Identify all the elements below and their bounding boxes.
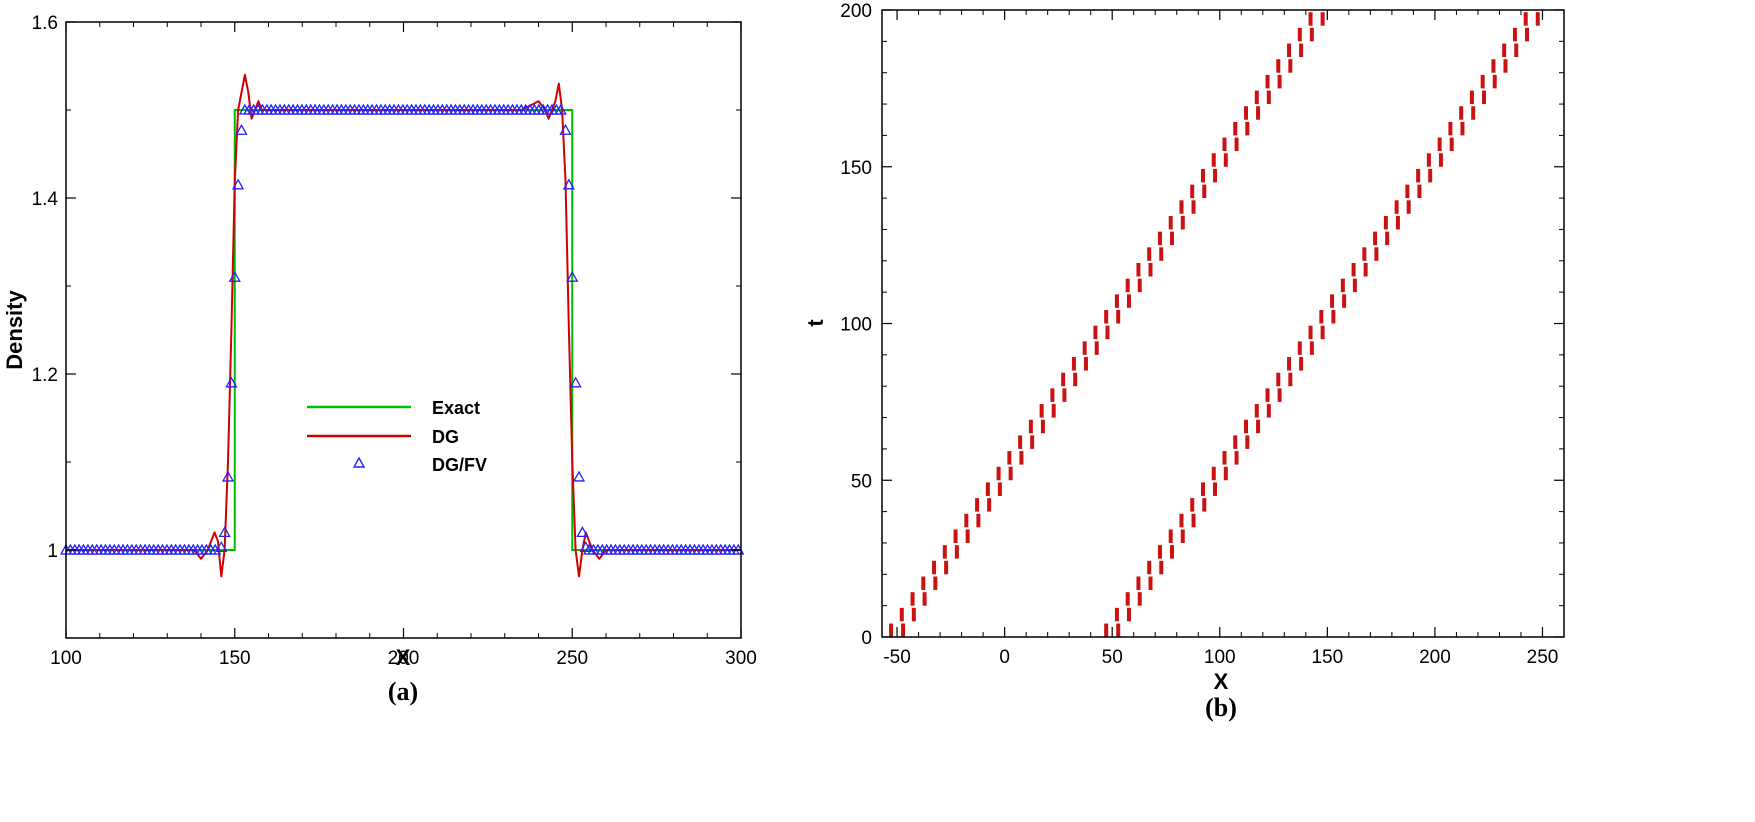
panel-b-ylabel: t (803, 319, 828, 327)
y-tick-label: 200 (840, 1, 872, 22)
y-tick-label: 1.2 (32, 365, 58, 386)
x-tick-label: -50 (883, 647, 910, 668)
panel-a-chart: 100 150 200 250 300 1 1.2 1.4 1.6 Exact DG DG/FV… (2, 13, 757, 706)
dgfv-marker (559, 123, 572, 135)
legend-dgfv-label: DG/FV (432, 455, 487, 475)
x-tick-label: 50 (1102, 647, 1123, 668)
panel-a-legend: Exact DG DG/FV (307, 398, 487, 475)
dgfv-marker (579, 541, 592, 553)
panel-a-caption: (a) (388, 677, 418, 706)
panel-a-ylabel: Density (2, 290, 27, 370)
legend-dg-label: DG (432, 427, 459, 447)
panel-a-xlabel: X (396, 645, 411, 670)
series-dg-line (66, 73, 741, 578)
dgfv-marker (218, 526, 231, 538)
dgfv-marker (235, 123, 248, 135)
y-tick-label: 0 (861, 628, 872, 649)
x-tick-label: 200 (388, 648, 420, 669)
dgfv-marker (576, 526, 589, 538)
x-tick-label: 250 (1527, 647, 1559, 668)
x-tick-label: 100 (1204, 647, 1236, 668)
y-tick-label: 1 (47, 541, 58, 562)
x-tick-label: 150 (219, 648, 251, 669)
dgfv-marker (228, 270, 241, 282)
dgfv-marker (572, 470, 586, 482)
x-tick-label: 200 (1419, 647, 1451, 668)
x-tick-label: 250 (556, 648, 588, 669)
y-tick-label: 100 (840, 315, 872, 336)
y-tick-label: 150 (840, 158, 872, 179)
dgfv-marker (215, 541, 228, 553)
dgfv-marker (569, 376, 582, 388)
dgfv-marker (562, 178, 575, 190)
dgfv-marker (225, 376, 238, 388)
dgfv-marker (232, 178, 245, 190)
dgfv-marker (566, 270, 579, 282)
legend-exact-label: Exact (432, 398, 480, 418)
legend-dgfv-marker (352, 456, 366, 468)
y-tick-label: 50 (851, 471, 872, 492)
series-exact-line (66, 109, 741, 551)
y-tick-label: 1.6 (32, 13, 58, 34)
panel-b-chart: -50 0 50 100 150 200 250 0 50 100 150 200 X t (b) (803, 1, 1565, 722)
panel-b-xlabel: X (1214, 669, 1229, 694)
x-tick-label: 100 (50, 648, 82, 669)
y-tick-label: 1.4 (32, 189, 59, 210)
x-tick-label: 300 (725, 648, 757, 669)
x-tick-label: 0 (999, 647, 1010, 668)
dgfv-marker (221, 470, 235, 482)
dgfv-marker (554, 103, 567, 115)
x-tick-label: 150 (1311, 647, 1343, 668)
panel-b-frame (881, 9, 1565, 638)
panel-b-caption: (b) (1205, 693, 1237, 722)
